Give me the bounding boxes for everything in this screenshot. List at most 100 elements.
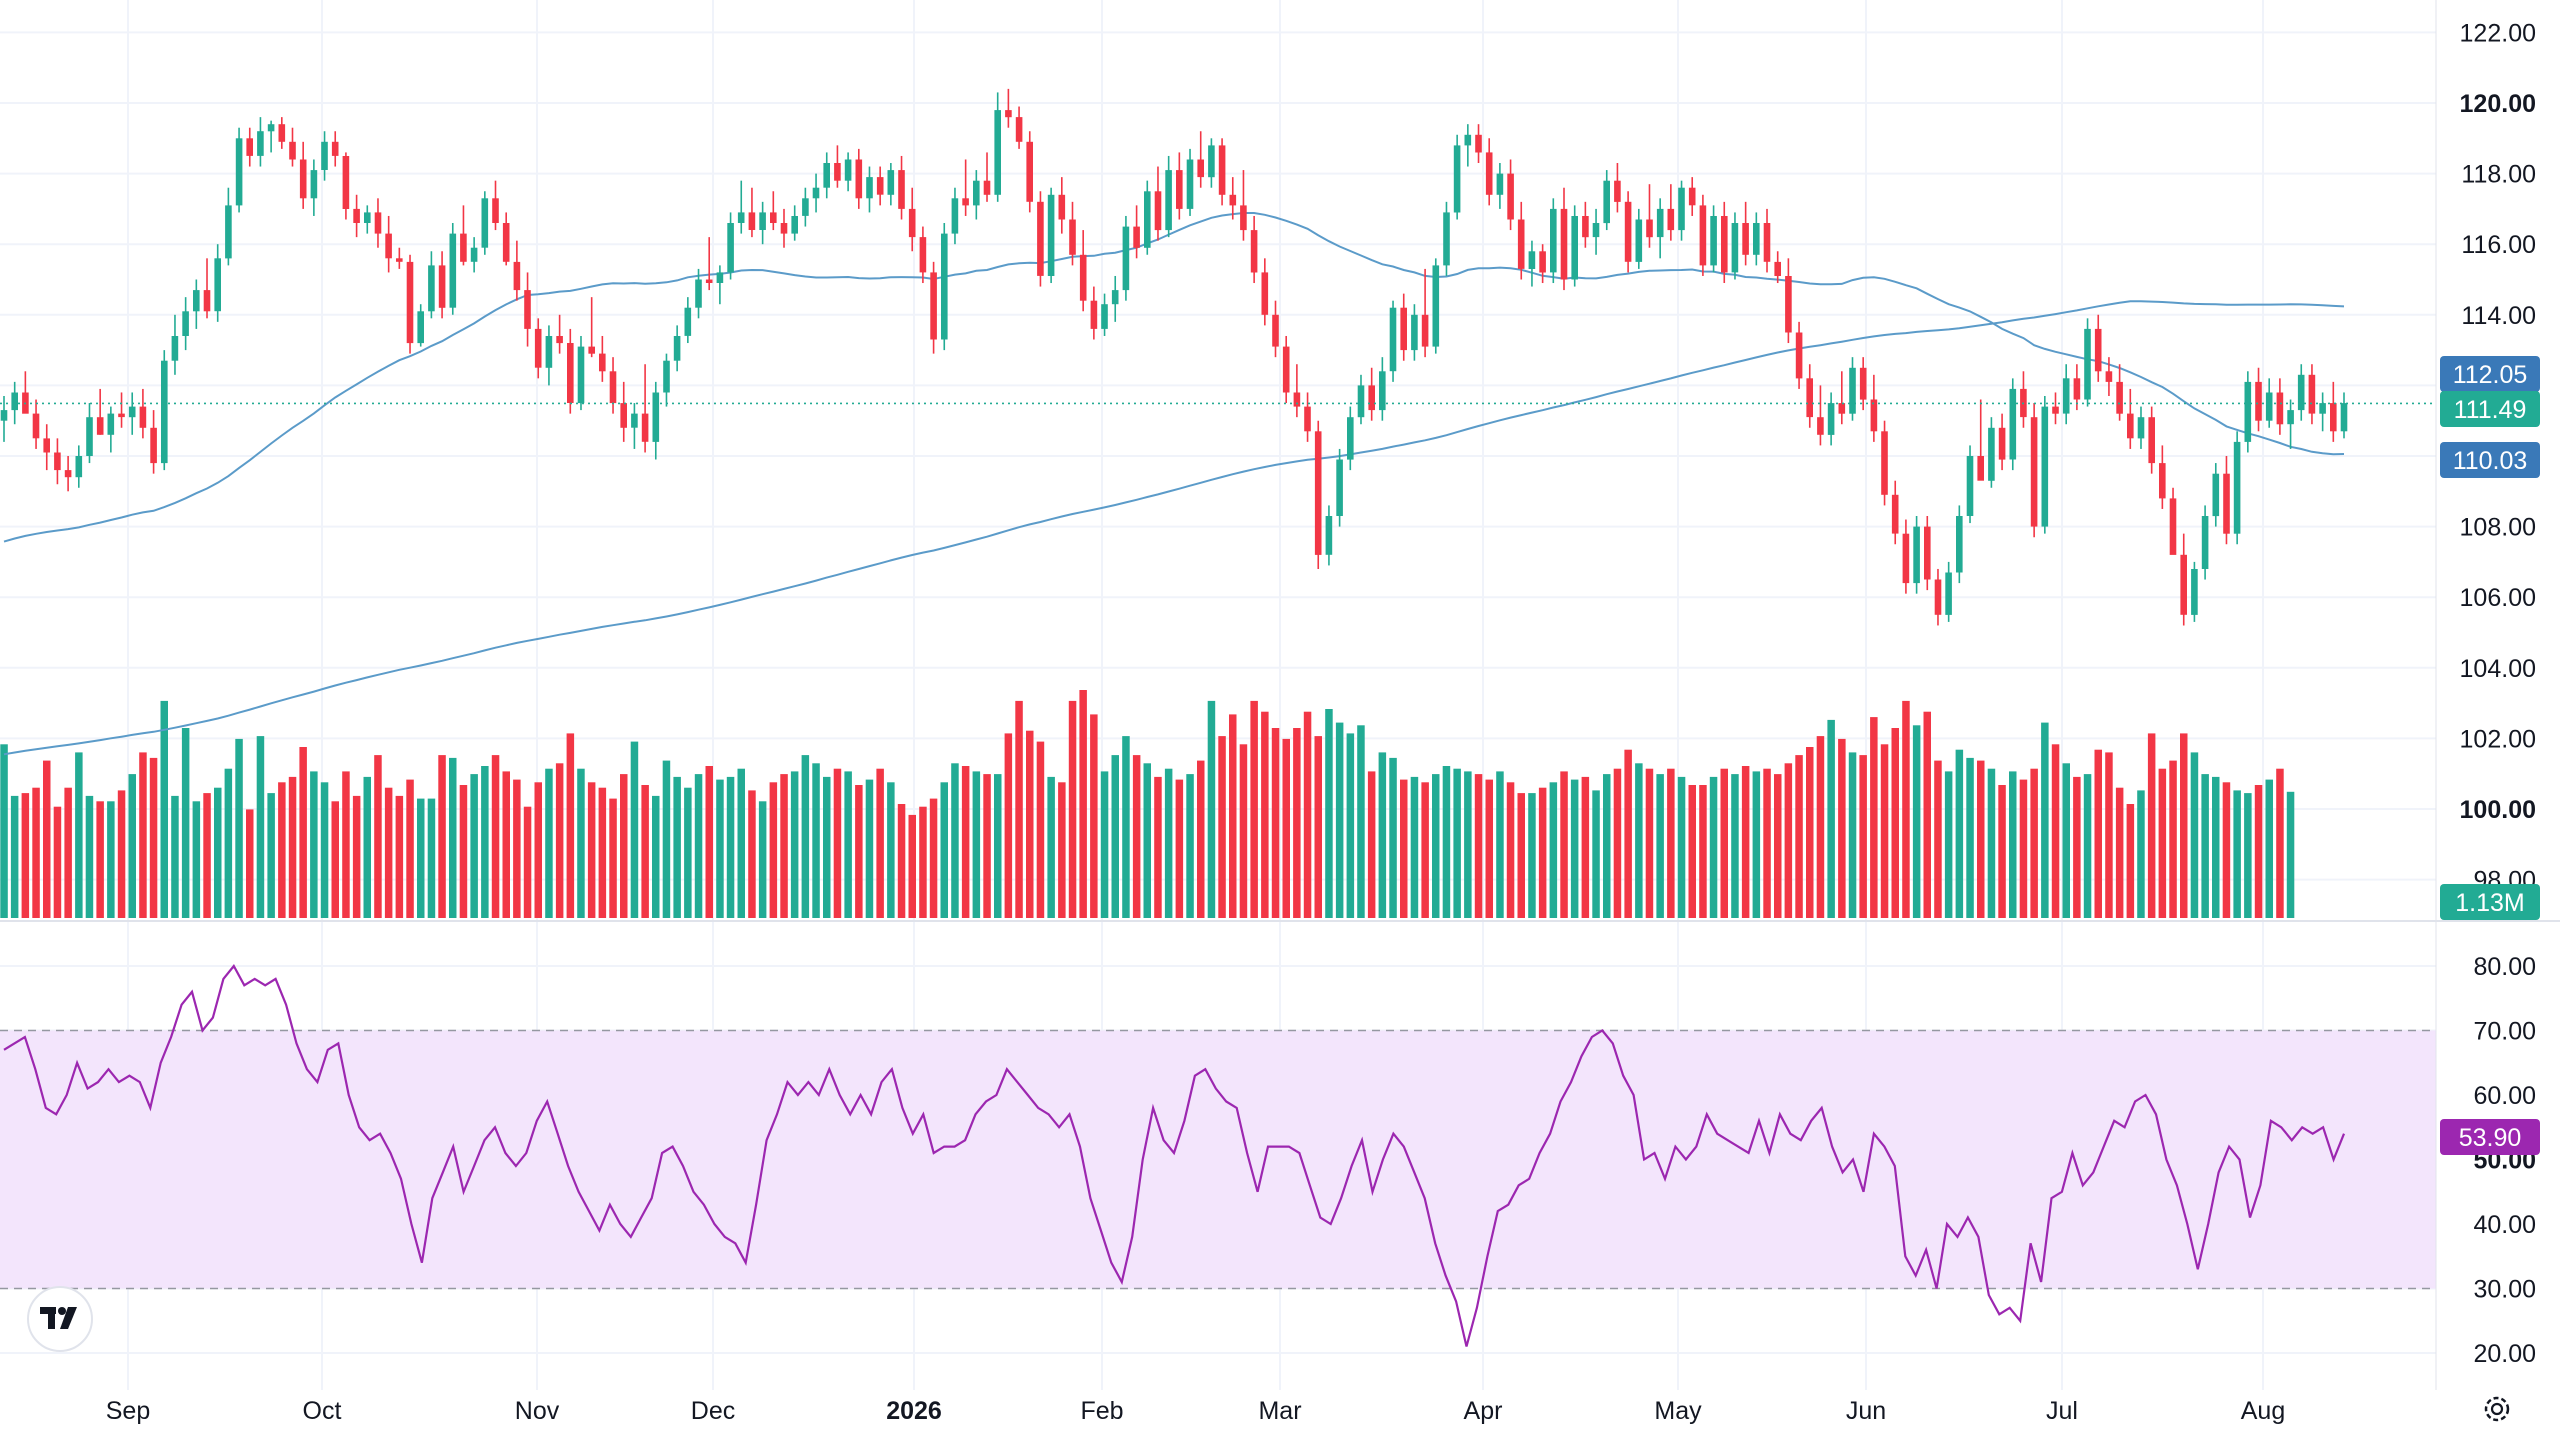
volume-bar [1474, 774, 1483, 918]
volume-bar [96, 801, 104, 918]
ma-long-line [3, 300, 2345, 756]
volume-bar [331, 801, 339, 918]
volume-bar [2041, 722, 2049, 918]
candle [1411, 304, 1418, 361]
candle [1763, 208, 1771, 273]
candle [1635, 208, 1643, 269]
candle [1026, 131, 1033, 213]
candle [331, 131, 339, 167]
candle [1101, 293, 1108, 336]
price-labels: 112.05 111.49 110.03 1.13M 53.90 [2440, 356, 2540, 1155]
candle [941, 223, 948, 351]
volume-bar [1261, 711, 1269, 918]
candle [930, 261, 937, 354]
rsi-tick-label: 30.00 [2473, 1276, 2536, 1304]
volume-bar [1998, 785, 2006, 918]
volume-bar [1047, 776, 1055, 918]
volume-bar [1229, 714, 1237, 918]
candle [481, 191, 489, 255]
volume-bar [1421, 782, 1429, 918]
volume-bar [235, 738, 243, 918]
candle [2276, 378, 2284, 435]
candle [1272, 300, 1279, 358]
volume-bar [1239, 744, 1248, 918]
candle [2105, 357, 2113, 396]
volume-bar [2286, 791, 2295, 918]
volume-bar [865, 779, 874, 918]
settings-gear-icon[interactable] [2484, 1396, 2510, 1422]
price-tick-label: 114.00 [2461, 302, 2536, 330]
candle [203, 258, 211, 319]
candle [2030, 403, 2038, 538]
volume-bar [1132, 755, 1141, 918]
volume-bar [716, 779, 724, 918]
volume-bar [513, 779, 521, 918]
volume-bar [1848, 752, 1857, 918]
volume-bar [417, 798, 425, 918]
volume-bar [951, 763, 959, 918]
candle [1218, 138, 1226, 206]
time-tick-label: Sep [106, 1397, 150, 1425]
candle [1785, 258, 1792, 344]
candle [342, 152, 350, 220]
rsi-tick-label: 60.00 [2473, 1082, 2536, 1110]
volume-bar [75, 752, 83, 918]
volume-bar [1731, 774, 1739, 918]
volume-bar [855, 785, 863, 918]
volume-bar [1506, 782, 1515, 918]
volume-bar [85, 795, 94, 918]
volume-bar [310, 771, 318, 918]
volume-bar [620, 774, 628, 918]
candle [673, 325, 681, 372]
volume-bar [160, 700, 168, 918]
volume-bar [748, 790, 756, 918]
candle [567, 328, 574, 414]
volume-bar [2137, 790, 2145, 918]
candle [1688, 177, 1696, 216]
candle [1453, 134, 1461, 220]
volume-bar [1944, 771, 1953, 918]
candle [513, 240, 521, 301]
candle [128, 392, 136, 435]
candle [492, 180, 499, 231]
candle [257, 117, 264, 167]
candle [1507, 159, 1514, 231]
volume-bar [1079, 690, 1087, 918]
svg-text:1.13M: 1.13M [2455, 889, 2524, 917]
tradingview-logo-button[interactable] [27, 1286, 93, 1352]
volume-bar [288, 776, 297, 918]
candle [0, 395, 8, 442]
volume-bar [2276, 768, 2284, 918]
candle [385, 215, 392, 273]
candle [1421, 268, 1429, 358]
candle [2255, 367, 2262, 432]
volume-bar [2094, 749, 2102, 918]
candle [748, 187, 756, 238]
volume-bar [587, 782, 596, 918]
volume-bar [972, 771, 981, 918]
candle [1614, 163, 1621, 213]
candle [1806, 364, 1813, 428]
volume-bar [1784, 763, 1793, 918]
candle [684, 297, 692, 344]
candle [502, 212, 510, 266]
candle [1977, 399, 1984, 481]
candle [1485, 138, 1493, 206]
candle [364, 205, 371, 234]
candle [2212, 463, 2220, 527]
candle [310, 159, 318, 216]
volume-bar [2254, 785, 2263, 918]
last-price-badge: 111.49 [2440, 391, 2540, 427]
candle [577, 335, 585, 411]
candle [1400, 293, 1407, 361]
volume-bar [1154, 776, 1162, 918]
volume-bar [1346, 733, 1355, 918]
volume-bar [256, 736, 265, 918]
time-tick-label: Nov [515, 1397, 560, 1425]
volume-bar [427, 798, 436, 918]
volume-bar [1592, 790, 1600, 918]
volume-bar [0, 744, 8, 918]
candle [759, 201, 766, 245]
candle [1924, 516, 1931, 591]
